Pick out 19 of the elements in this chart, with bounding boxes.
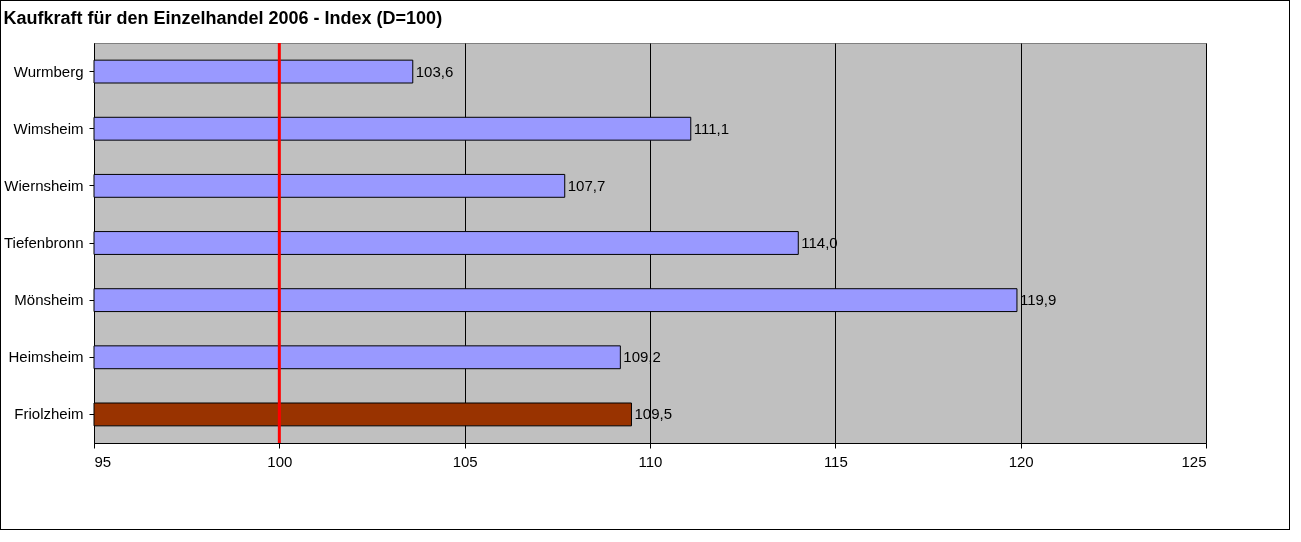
y-tick-label: Wurmberg (13, 62, 84, 80)
y-tick-label: Tiefenbronn (4, 234, 84, 251)
x-tick-label: 100 (267, 452, 293, 470)
x-tick-label: 125 (1181, 452, 1207, 470)
data-label: 119,9 (1019, 291, 1057, 309)
y-tick-label: Heimsheim (8, 348, 84, 366)
x-tick-label: 115 (823, 452, 848, 470)
chart-title: Kaufkraft für den Einzelhandel 2006 - Index (D=100) (3, 7, 443, 28)
y-tick-label: Wiernsheim (4, 176, 84, 194)
data-label: 111,1 (693, 119, 730, 137)
x-tick-label: 120 (1008, 452, 1034, 470)
x-tick-label: 110 (638, 452, 663, 470)
y-tick-label: Friolzheim (14, 405, 84, 423)
y-tick-label: Wimsheim (13, 119, 84, 137)
data-label: 107,7 (567, 176, 606, 194)
x-tick-label: 105 (452, 452, 478, 470)
x-tick-label: 95 (94, 452, 112, 470)
data-label: 103,6 (415, 62, 454, 80)
y-tick-label: Mönsheim (14, 291, 84, 309)
